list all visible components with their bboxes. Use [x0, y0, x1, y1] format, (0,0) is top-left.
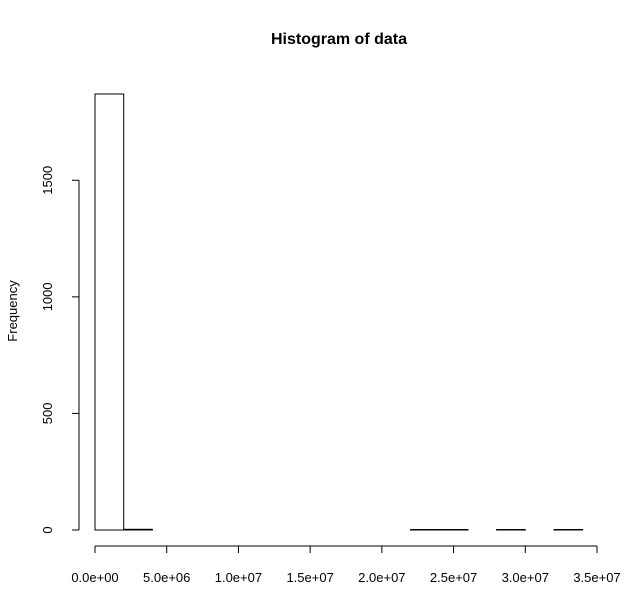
y-tick-label: 1500 [40, 166, 55, 195]
chart-title: Histogram of data [271, 31, 407, 48]
y-tick-label: 0 [40, 526, 55, 533]
x-tick-label: 1.0e+07 [215, 570, 262, 585]
y-axis-label: Frequency [5, 280, 20, 342]
bar [94, 93, 125, 531]
x-tick-label: 2.5e+07 [430, 570, 477, 585]
x-tick-label: 2.0e+07 [358, 570, 405, 585]
bar [123, 528, 153, 531]
x-tick-label: 0.0e+00 [71, 570, 118, 585]
x-tick-label: 3.5e+07 [573, 570, 620, 585]
x-tick-label: 3.0e+07 [502, 570, 549, 585]
x-tick-label: 5.0e+06 [143, 570, 190, 585]
y-tick-label: 1000 [40, 282, 55, 311]
y-tick-label: 500 [40, 403, 55, 425]
x-tick-label: 1.5e+07 [286, 570, 333, 585]
